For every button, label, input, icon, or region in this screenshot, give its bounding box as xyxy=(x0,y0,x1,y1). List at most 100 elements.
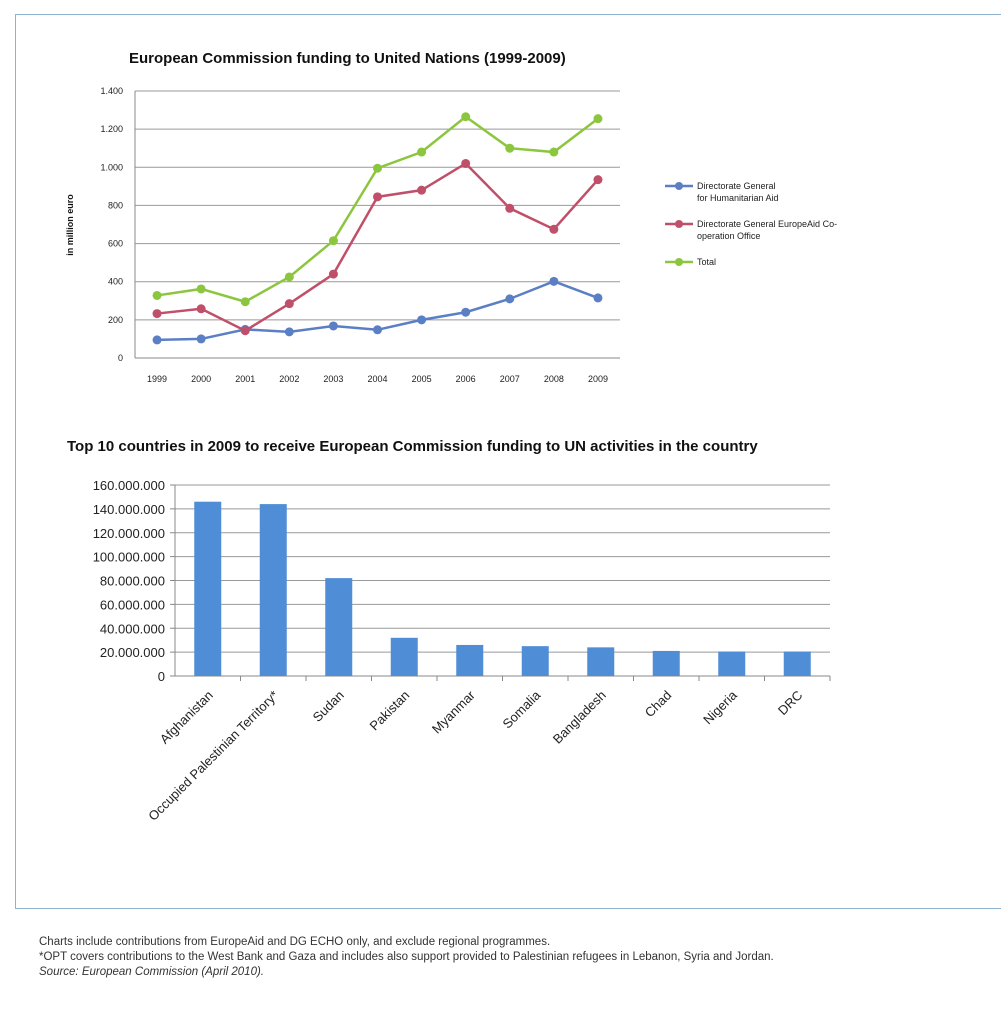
bar-chart-title: Top 10 countries in 2009 to receive Euro… xyxy=(67,438,758,455)
data-point xyxy=(196,284,206,294)
y-tick-label: 0 xyxy=(158,669,165,684)
y-tick-label: 40.000.000 xyxy=(100,621,165,636)
data-point xyxy=(461,158,471,168)
x-tick-label: 2009 xyxy=(588,374,608,384)
x-tick-label: Myanmar xyxy=(429,687,478,736)
bar-chart: 0 20.000.000 40.000.000 60.000.000 80.000.00… xyxy=(93,478,831,824)
x-tick-label: Occupied Palestinian Territory* xyxy=(145,688,281,824)
data-point xyxy=(417,315,427,325)
y-tick-label: 1.400 xyxy=(100,86,123,96)
panel-frame xyxy=(15,14,1001,995)
legend-swatch-marker xyxy=(675,182,683,190)
y-tick-label: 140.000.000 xyxy=(93,502,165,517)
x-tick-label: 2005 xyxy=(412,374,432,384)
bar xyxy=(587,647,615,676)
y-tick-label: 600 xyxy=(108,239,123,249)
footnotes: Charts include contributions from Europe… xyxy=(39,935,774,980)
y-tick-label: 100.000.000 xyxy=(93,550,165,565)
x-tick-label: Afghanistan xyxy=(157,688,216,747)
series-line xyxy=(156,115,599,304)
data-point xyxy=(593,114,603,124)
data-point xyxy=(593,175,603,185)
footnote-opt: *OPT covers contributions to the West Ba… xyxy=(39,951,774,963)
frame-left-line xyxy=(15,14,16,909)
data-point xyxy=(373,163,382,173)
data-point xyxy=(505,203,515,213)
x-tick-label: Pakistan xyxy=(366,688,412,734)
x-tick-label: 2002 xyxy=(279,374,299,384)
data-point xyxy=(549,224,559,234)
y-tick-label: 1.200 xyxy=(100,124,123,134)
x-tick-label: Sudan xyxy=(310,688,347,725)
bar xyxy=(521,646,549,676)
x-tick-label: 2004 xyxy=(367,374,387,384)
y-tick-label: 160.000.000 xyxy=(93,478,165,493)
data-point xyxy=(284,272,294,282)
data-point xyxy=(549,276,559,286)
x-tick-label: 2001 xyxy=(235,374,255,384)
bar xyxy=(718,651,746,676)
legend-label: Directorate General xyxy=(697,181,776,191)
x-tick-label: 2006 xyxy=(456,374,476,384)
y-tick-label: 20.000.000 xyxy=(100,645,165,660)
data-point xyxy=(373,192,382,202)
data-point xyxy=(152,309,162,319)
x-tick-label: 2007 xyxy=(500,374,520,384)
y-axis-title: in million euro xyxy=(65,194,75,256)
data-point xyxy=(328,269,338,279)
x-tick-label: 1999 xyxy=(147,374,167,384)
x-tick-label: Somalia xyxy=(500,687,544,731)
legend-swatch-marker xyxy=(675,258,683,266)
data-point xyxy=(284,327,294,337)
footnote-scope: Charts include contributions from Europe… xyxy=(39,936,551,948)
data-point xyxy=(593,293,603,303)
data-point xyxy=(505,294,515,304)
footnote-source: Source: European Commission (April 2010)… xyxy=(39,966,264,978)
x-tick-label: Nigeria xyxy=(700,687,740,727)
x-tick-label: 2000 xyxy=(191,374,211,384)
series-line xyxy=(156,161,599,333)
y-tick-label: 800 xyxy=(108,200,123,210)
data-point xyxy=(328,236,338,246)
bar xyxy=(325,578,353,676)
data-point xyxy=(461,112,471,122)
legend-label: Directorate General EuropeAid Co- xyxy=(697,219,837,229)
frame-divider-line xyxy=(15,908,1001,909)
legend-swatch-marker xyxy=(675,220,683,228)
legend-label: Total xyxy=(697,257,716,267)
y-tick-label: 60.000.000 xyxy=(100,597,165,612)
legend-label: for Humanitarian Aid xyxy=(697,193,779,203)
bar xyxy=(783,651,811,676)
y-tick-label: 80.000.000 xyxy=(100,574,165,589)
y-tick-label: 120.000.000 xyxy=(93,526,165,541)
frame-top-line xyxy=(15,14,1001,15)
data-point xyxy=(461,307,471,317)
data-point xyxy=(152,335,162,345)
data-point xyxy=(284,299,294,309)
y-tick-label: 400 xyxy=(108,277,123,287)
bar xyxy=(259,504,287,676)
bar xyxy=(652,650,680,676)
line-chart-title: European Commission funding to United Na… xyxy=(129,50,566,67)
bar xyxy=(194,501,222,676)
x-tick-label: Chad xyxy=(642,688,675,721)
bar xyxy=(456,644,484,676)
data-point xyxy=(196,334,206,344)
x-tick-label: DRC xyxy=(775,688,806,719)
data-point xyxy=(417,147,427,157)
x-tick-label: 2008 xyxy=(544,374,564,384)
data-point xyxy=(417,185,427,195)
data-point xyxy=(240,297,250,307)
data-point xyxy=(549,147,559,157)
data-point xyxy=(240,326,250,336)
data-point xyxy=(328,321,338,331)
x-tick-label: Bangladesh xyxy=(550,688,609,747)
data-point xyxy=(196,304,206,314)
data-point xyxy=(152,290,162,300)
line-chart: 0 200 400 600 800 1.000 1.200 1.400 in million e… xyxy=(65,86,837,384)
x-tick-label: 2003 xyxy=(323,374,343,384)
data-point xyxy=(505,143,515,153)
bar xyxy=(390,637,418,676)
y-tick-label: 200 xyxy=(108,315,123,325)
y-tick-label: 0 xyxy=(118,353,123,363)
